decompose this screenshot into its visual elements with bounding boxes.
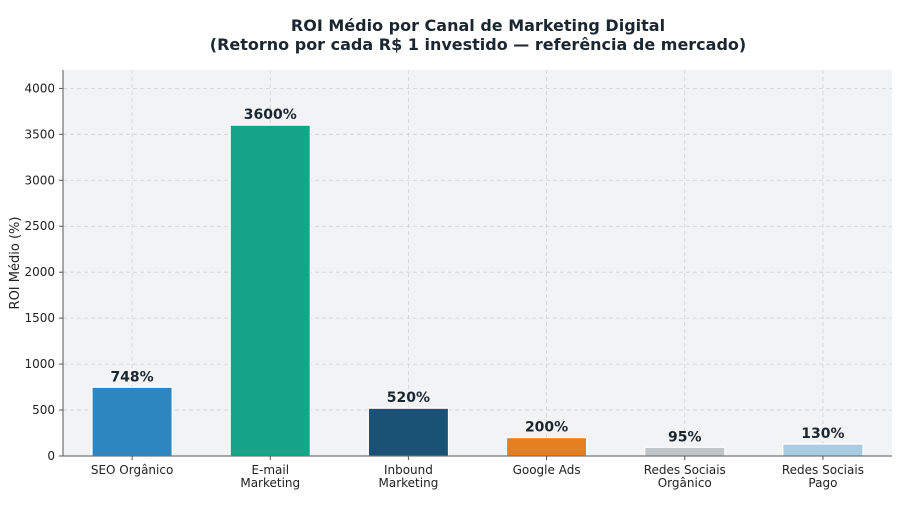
- bar-value-label: 520%: [387, 390, 430, 406]
- y-tick-label: 0: [47, 449, 55, 463]
- bar: [782, 443, 864, 457]
- bar: [91, 386, 173, 457]
- x-tick-label: Marketing: [240, 476, 300, 490]
- plot-area: [63, 70, 892, 456]
- data-labels: 748% 3600% 520% 200% 95% 130%: [110, 107, 844, 445]
- bar-value-label: 95%: [668, 429, 702, 445]
- y-tick-label: 2000: [24, 265, 55, 279]
- y-tick-label: 3000: [24, 173, 55, 187]
- x-tick-label: Orgânico: [658, 476, 712, 490]
- y-axis-label: ROI Médio (%): [8, 217, 23, 310]
- x-tick-label: SEO Orgânico: [91, 463, 173, 477]
- y-ticks: 0 500 1000 1500 2000 2500 3000 3500 4000: [24, 81, 63, 463]
- bar-value-label: 3600%: [244, 107, 297, 123]
- bar-value-label: 200%: [525, 420, 568, 436]
- x-ticks: SEO Orgânico E-mailMarketingInboundMarket…: [91, 456, 864, 490]
- x-tick-label: Redes Sociais: [644, 463, 726, 477]
- bar: [505, 437, 588, 457]
- x-tick-label: Pago: [808, 476, 837, 490]
- y-tick-label: 2500: [24, 219, 55, 233]
- y-tick-label: 4000: [24, 81, 55, 95]
- bar-value-label: 748%: [110, 369, 153, 385]
- chart-title-line2: (Retorno por cada R$ 1 investido — refer…: [210, 35, 746, 54]
- y-tick-label: 1500: [24, 311, 55, 325]
- x-tick-label: Redes Sociais: [782, 463, 864, 477]
- bar: [229, 124, 311, 457]
- bar: [367, 407, 450, 457]
- x-tick-label: Inbound: [384, 463, 433, 477]
- y-tick-label: 1000: [24, 357, 55, 371]
- y-tick-label: 3500: [24, 127, 55, 141]
- y-tick-label: 500: [32, 403, 55, 417]
- chart-title-line1: ROI Médio por Canal de Marketing Digital: [291, 16, 665, 35]
- grid-lines: [63, 70, 892, 457]
- x-tick-label: E-mail: [251, 463, 289, 477]
- bar-value-label: 130%: [801, 426, 844, 442]
- bar: [644, 446, 726, 457]
- x-tick-label: Marketing: [379, 476, 439, 490]
- x-tick-label: Google Ads: [513, 463, 581, 477]
